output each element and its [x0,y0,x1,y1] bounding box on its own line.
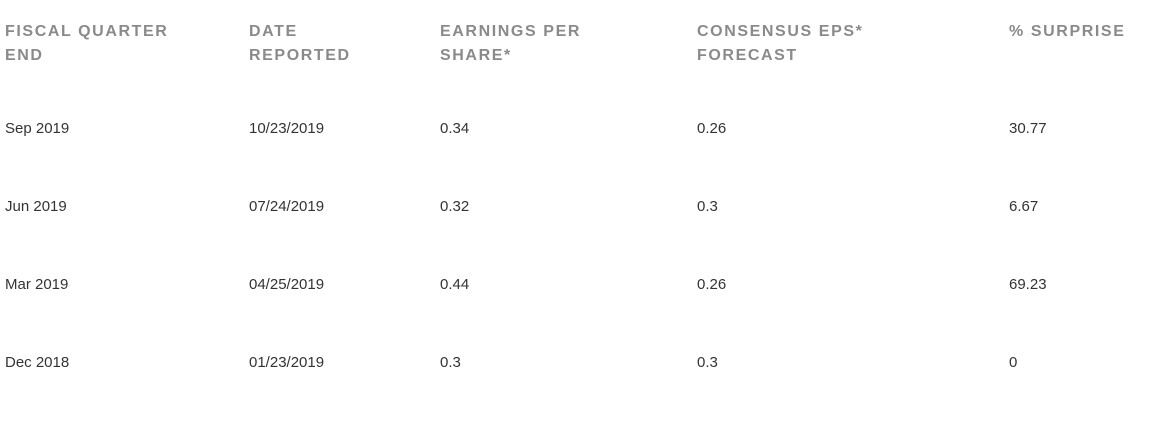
table-cell: 0 [1009,354,1018,371]
table-cell: 6.67 [1009,198,1039,215]
table-cell: 0.44 [440,276,470,293]
table-cell: 0.32 [440,198,470,215]
table-cell: Sep 2019 [5,120,70,137]
table-cell: 07/24/2019 [249,198,325,215]
table-cell: 0.3 [440,354,461,371]
table-cell: 0.3 [697,354,718,371]
column-header: EARNINGS PER SHARE* [440,23,581,64]
table-cell: Dec 2018 [5,354,70,371]
table-cell: Jun 2019 [5,198,67,215]
column-header: % SURPRISE [1009,23,1126,40]
table-cell: Mar 2019 [5,276,69,293]
table-cell: 04/25/2019 [249,276,325,293]
table-cell: 0.26 [697,120,727,137]
table-cell: 0.3 [697,198,718,215]
table-cell: 10/23/2019 [249,120,325,137]
table-cell: 69.23 [1009,276,1047,293]
column-header: CONSENSUS EPS* FORECAST [697,23,864,64]
table-cell: 01/23/2019 [249,354,325,371]
table-cell: 0.26 [697,276,727,293]
column-header: FISCAL QUARTER END [5,23,169,64]
table-cell: 0.34 [440,120,470,137]
table-cell: 30.77 [1009,120,1047,137]
column-header: DATE REPORTED [249,23,351,64]
